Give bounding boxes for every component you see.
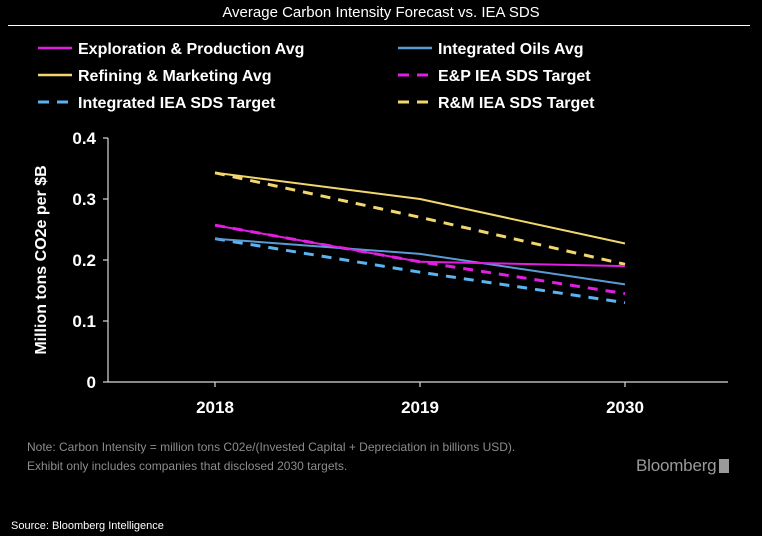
legend-label-5: R&M IEA SDS Target [438, 95, 595, 112]
title-divider [8, 25, 750, 26]
legend-label-1: Integrated Oils Avg [438, 41, 584, 58]
x-tick-label: 2018 [196, 398, 234, 417]
series-line-5 [214, 171, 626, 266]
series-line-2 [214, 171, 626, 245]
bloomberg-mark-icon [719, 459, 730, 473]
note-line-1: Note: Carbon Intensity = million tons C0… [27, 440, 516, 454]
legend-label-4: Integrated IEA SDS Target [78, 95, 276, 112]
legend-label-2: Refining & Marketing Avg [78, 68, 272, 85]
series-line-4 [214, 237, 626, 305]
y-tick-label: 0.1 [72, 312, 96, 331]
series-line-0 [214, 224, 626, 268]
note-line-2: Exhibit only includes companies that dis… [27, 459, 348, 473]
y-tick-label: 0.2 [72, 251, 96, 270]
series-line-3 [214, 223, 626, 296]
bloomberg-logo: Bloomberg [636, 456, 730, 476]
chart-series [214, 171, 626, 305]
series-line-1 [214, 237, 626, 286]
y-tick-label: 0 [87, 373, 96, 392]
brand-text: Bloomberg [636, 456, 717, 475]
y-tick-label: 0.4 [72, 129, 96, 148]
x-tick-label: 2019 [401, 398, 439, 417]
legend-label-3: E&P IEA SDS Target [438, 68, 591, 85]
source-caption: Source: Bloomberg Intelligence [11, 520, 164, 532]
y-tick-label: 0.3 [72, 190, 96, 209]
legend-label-0: Exploration & Production Avg [78, 41, 304, 58]
chart-axes: 0 0.1 0.2 0.3 0.4 2018 2019 2030 Million tons CO… [33, 129, 728, 417]
y-axis-label: Million tons CO2e per $B [33, 165, 50, 354]
chart-note: Note: Carbon Intensity = million tons C0… [27, 438, 647, 476]
chart-legend: Exploration & Production Avg Integrated O… [38, 41, 595, 112]
chart-title: Average Carbon Intensity Forecast vs. IE… [222, 4, 540, 21]
x-tick-label: 2030 [606, 398, 644, 417]
